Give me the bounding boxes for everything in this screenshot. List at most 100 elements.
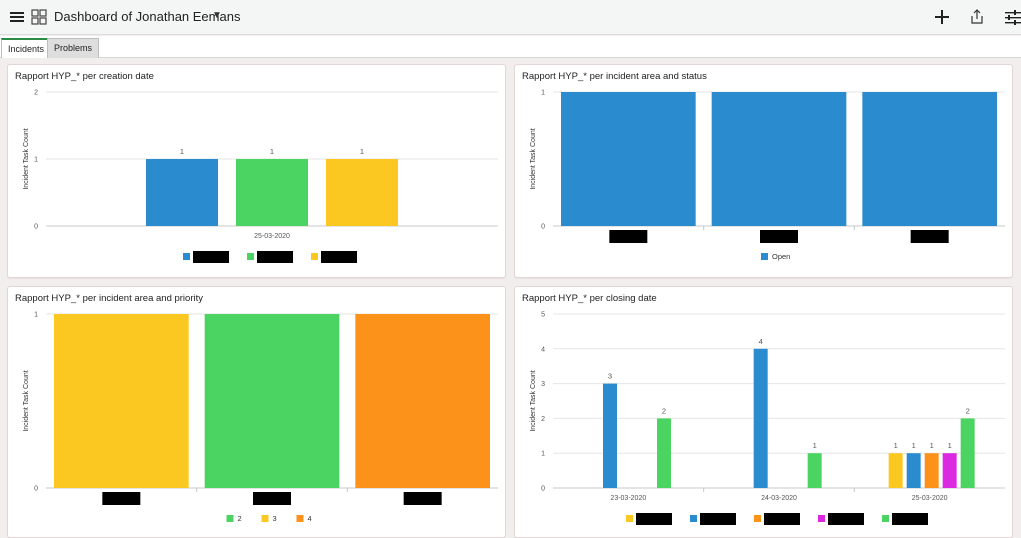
legend-swatch [882, 515, 889, 522]
y-axis-label: Incident Task Count [530, 128, 537, 189]
bar [807, 453, 822, 488]
dashboard-grid-icon[interactable] [30, 8, 48, 26]
legend-swatch [296, 515, 304, 522]
y-tick-label: 0 [34, 486, 38, 493]
redacted-x-label [609, 230, 648, 243]
bar-value-label: 1 [270, 147, 274, 156]
bar-value-label: 1 [948, 441, 952, 450]
bar [561, 92, 696, 226]
bar-value-label: 1 [912, 441, 916, 450]
y-tick-label: 0 [34, 224, 38, 231]
bar-value-label: 1 [180, 147, 184, 156]
y-tick-label: 4 [541, 346, 545, 353]
bar [146, 159, 218, 226]
x-tick-label: 25-03-2020 [254, 233, 290, 240]
dashboard-header: Dashboard of Jonathan Eemans ▼ [0, 0, 1021, 35]
legend-label: 2 [238, 514, 242, 523]
redacted-legend-label [828, 513, 864, 525]
redacted-x-label [102, 492, 141, 505]
bar-value-label: 4 [759, 337, 763, 346]
chart-card-area-priority: Rapport HYP_* per incident area and prio… [7, 286, 506, 538]
y-axis-label: Incident Task Count [23, 128, 30, 189]
legend-label: 4 [308, 514, 312, 523]
chart-closing-date: Incident Task Count 0 1 2 3 4 5 23-03-2020 24-03… [530, 312, 1005, 525]
legend-swatch [247, 253, 254, 260]
share-icon[interactable] [968, 8, 986, 26]
bar [603, 383, 617, 488]
bar [236, 159, 308, 226]
legend-swatch [311, 253, 318, 260]
chart-title: Rapport HYP_* per creation date [15, 71, 154, 82]
bar [204, 314, 340, 488]
x-tick-label: 24-03-2020 [761, 495, 797, 502]
bar [326, 159, 398, 226]
y-tick-label: 1 [34, 312, 38, 319]
y-tick-label: 3 [541, 381, 545, 388]
legend-swatch [261, 515, 269, 522]
redacted-x-label [910, 230, 949, 243]
y-tick-label: 2 [34, 90, 38, 97]
redacted-x-label [760, 230, 798, 243]
chart-creation-date: Incident Task Count 0 1 2 25-03-2020 1 1 1 [23, 90, 498, 263]
redacted-legend-label [321, 251, 357, 263]
chart-card-creation-date: Rapport HYP_* per creation date Incident… [7, 64, 506, 278]
y-tick-label: 1 [541, 451, 545, 458]
bar-value-label: 3 [608, 372, 612, 381]
bar-value-label: 1 [813, 441, 817, 450]
chart-area-status: Incident Task Count 0 1 Open [530, 90, 1005, 261]
tab-incidents[interactable]: Incidents [1, 38, 52, 58]
redacted-legend-label [700, 513, 736, 525]
bar [355, 314, 490, 488]
legend-swatch [183, 253, 190, 260]
bar-value-label: 1 [894, 441, 898, 450]
redacted-legend-label [764, 513, 800, 525]
bar [862, 92, 997, 226]
bar [906, 453, 921, 488]
legend-swatch [226, 515, 234, 522]
dashboard-tabs: Incidents Problems [0, 36, 1021, 58]
bar-value-label: 1 [360, 147, 364, 156]
y-tick-label: 5 [541, 312, 545, 319]
chart-title: Rapport HYP_* per incident area and prio… [15, 293, 203, 304]
x-tick-label: 25-03-2020 [912, 495, 948, 502]
chart-card-closing-date: Rapport HYP_* per closing date Incident … [514, 286, 1013, 538]
bar-value-label: 2 [662, 406, 666, 415]
chart-card-area-status: Rapport HYP_* per incident area and stat… [514, 64, 1013, 278]
redacted-legend-label [193, 251, 229, 263]
legend-label: Open [772, 252, 790, 261]
bar [924, 453, 939, 488]
legend-swatch [754, 515, 761, 522]
page-title: Dashboard of Jonathan Eemans [54, 9, 241, 24]
bar [942, 453, 957, 488]
menu-icon[interactable] [8, 8, 26, 26]
legend-swatch [818, 515, 825, 522]
filter-sliders-icon[interactable] [1003, 8, 1021, 26]
y-tick-label: 2 [541, 416, 545, 423]
bar [54, 314, 189, 488]
y-axis-label: Incident Task Count [530, 370, 537, 431]
dropdown-caret-icon[interactable]: ▼ [212, 10, 222, 21]
y-tick-label: 1 [541, 90, 545, 97]
bar-value-label: 2 [966, 406, 970, 415]
bar [888, 453, 903, 488]
redacted-legend-label [892, 513, 928, 525]
bar [657, 418, 671, 488]
add-icon[interactable] [933, 8, 951, 26]
chart-title: Rapport HYP_* per incident area and stat… [522, 71, 707, 82]
redacted-legend-label [257, 251, 293, 263]
bar-value-label: 1 [930, 441, 934, 450]
bar [753, 348, 768, 488]
y-tick-label: 1 [34, 157, 38, 164]
legend-swatch [761, 253, 768, 260]
chart-title: Rapport HYP_* per closing date [522, 293, 657, 304]
y-tick-label: 0 [541, 224, 545, 231]
legend-swatch [626, 515, 633, 522]
bar [960, 418, 975, 488]
chart-area-priority: Incident Task Count 0 1 2 3 4 [23, 312, 498, 523]
redacted-x-label [403, 492, 442, 505]
tab-problems[interactable]: Problems [47, 38, 100, 58]
bar [711, 92, 847, 226]
legend-swatch [690, 515, 697, 522]
redacted-legend-label [636, 513, 672, 525]
x-tick-label: 23-03-2020 [610, 495, 646, 502]
